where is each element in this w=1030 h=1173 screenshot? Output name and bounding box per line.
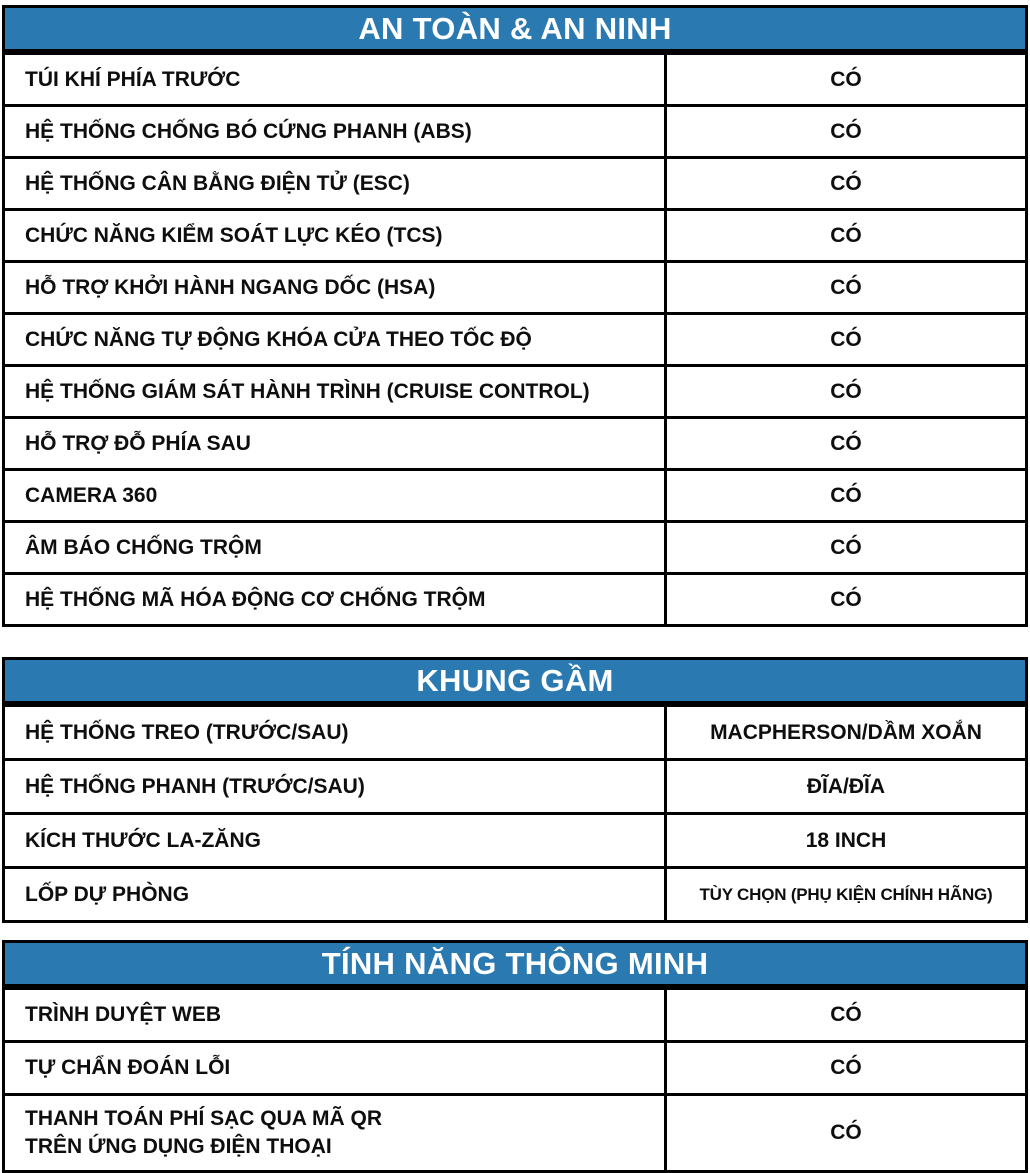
- feature-value: 18 INCH: [805, 828, 887, 852]
- feature-label: HỖ TRỢ ĐỖ PHÍA SAU: [5, 419, 667, 468]
- section-title-smart-features: TÍNH NĂNG THÔNG MINH: [2, 940, 1028, 987]
- table-row: HỖ TRỢ ĐỖ PHÍA SAU CÓ: [5, 416, 1025, 468]
- table-row: HỆ THỐNG CÂN BẰNG ĐIỆN TỬ (ESC) CÓ: [5, 156, 1025, 208]
- feature-label: HỆ THỐNG GIÁM SÁT HÀNH TRÌNH (CRUISE CON…: [5, 367, 667, 416]
- feature-value: CÓ: [830, 535, 862, 559]
- section-safety-security: AN TOÀN & AN NINH TÚI KHÍ PHÍA TRƯỚC CÓ …: [2, 5, 1028, 627]
- feature-value: CÓ: [830, 379, 862, 403]
- feature-label: TÚI KHÍ PHÍA TRƯỚC: [5, 55, 667, 104]
- feature-label: CAMERA 360: [5, 471, 667, 520]
- table-row: HỆ THỐNG GIÁM SÁT HÀNH TRÌNH (CRUISE CON…: [5, 364, 1025, 416]
- table-row: ÂM BÁO CHỐNG TRỘM CÓ: [5, 520, 1025, 572]
- table-row: TRÌNH DUYỆT WEB CÓ: [5, 990, 1025, 1040]
- table-row: CHỨC NĂNG KIỂM SOÁT LỰC KÉO (TCS) CÓ: [5, 208, 1025, 260]
- feature-label: HỖ TRỢ KHỞI HÀNH NGANG DỐC (HSA): [5, 263, 667, 312]
- feature-value: CÓ: [830, 327, 862, 351]
- feature-value: CÓ: [830, 1056, 862, 1079]
- table-row: HỖ TRỢ KHỞI HÀNH NGANG DỐC (HSA) CÓ: [5, 260, 1025, 312]
- feature-value: CÓ: [830, 119, 862, 143]
- section-chassis: KHUNG GẦM HỆ THỐNG TREO (TRƯỚC/SAU) MACP…: [2, 657, 1028, 923]
- feature-label: THANH TOÁN PHÍ SẠC QUA MÃ QR TRÊN ỨNG DỤ…: [5, 1096, 667, 1170]
- section-smart-features: TÍNH NĂNG THÔNG MINH TRÌNH DUYỆT WEB CÓ …: [2, 940, 1028, 1173]
- feature-label: LỐP DỰ PHÒNG: [5, 869, 667, 920]
- table-row: HỆ THỐNG PHANH (TRƯỚC/SAU) ĐĨA/ĐĨA: [5, 758, 1025, 812]
- feature-label: HỆ THỐNG TREO (TRƯỚC/SAU): [5, 707, 667, 758]
- feature-label: HỆ THỐNG PHANH (TRƯỚC/SAU): [5, 761, 667, 812]
- feature-value: CÓ: [830, 223, 862, 247]
- feature-value: CÓ: [830, 1121, 862, 1144]
- section-body-safety-security: TÚI KHÍ PHÍA TRƯỚC CÓ HỆ THỐNG CHỐNG BÓ …: [2, 52, 1028, 627]
- section-title-safety-security: AN TOÀN & AN NINH: [2, 5, 1028, 52]
- feature-label: HỆ THỐNG MÃ HÓA ĐỘNG CƠ CHỐNG TRỘM: [5, 575, 667, 624]
- table-row: TỰ CHẨN ĐOÁN LỖI CÓ: [5, 1040, 1025, 1093]
- table-row: THANH TOÁN PHÍ SẠC QUA MÃ QR TRÊN ỨNG DỤ…: [5, 1093, 1025, 1170]
- feature-label: TỰ CHẨN ĐOÁN LỖI: [5, 1043, 667, 1093]
- section-title-chassis: KHUNG GẦM: [2, 657, 1028, 704]
- table-row: HỆ THỐNG CHỐNG BÓ CỨNG PHANH (ABS) CÓ: [5, 104, 1025, 156]
- section-body-chassis: HỆ THỐNG TREO (TRƯỚC/SAU) MACPHERSON/DẦM…: [2, 704, 1028, 923]
- feature-label: ÂM BÁO CHỐNG TRỘM: [5, 523, 667, 572]
- feature-value: CÓ: [830, 171, 862, 195]
- feature-value: TÙY CHỌN (PHỤ KIỆN CHÍNH HÃNG): [699, 884, 993, 904]
- feature-value: CÓ: [830, 431, 862, 455]
- table-row: LỐP DỰ PHÒNG TÙY CHỌN (PHỤ KIỆN CHÍNH HÃ…: [5, 866, 1025, 920]
- feature-label: HỆ THỐNG CHỐNG BÓ CỨNG PHANH (ABS): [5, 107, 667, 156]
- feature-value: CÓ: [830, 275, 862, 299]
- table-row: TÚI KHÍ PHÍA TRƯỚC CÓ: [5, 55, 1025, 104]
- feature-label: HỆ THỐNG CÂN BẰNG ĐIỆN TỬ (ESC): [5, 159, 667, 208]
- feature-value: CÓ: [830, 67, 862, 91]
- table-row: HỆ THỐNG MÃ HÓA ĐỘNG CƠ CHỐNG TRỘM CÓ: [5, 572, 1025, 624]
- feature-label: CHỨC NĂNG TỰ ĐỘNG KHÓA CỬA THEO TỐC ĐỘ: [5, 315, 667, 364]
- table-row: CHỨC NĂNG TỰ ĐỘNG KHÓA CỬA THEO TỐC ĐỘ C…: [5, 312, 1025, 364]
- feature-label: CHỨC NĂNG KIỂM SOÁT LỰC KÉO (TCS): [5, 211, 667, 260]
- table-row: KÍCH THƯỚC LA-ZĂNG 18 INCH: [5, 812, 1025, 866]
- feature-value: MACPHERSON/DẦM XOẮN: [710, 720, 982, 744]
- feature-label: KÍCH THƯỚC LA-ZĂNG: [5, 815, 667, 866]
- section-body-smart-features: TRÌNH DUYỆT WEB CÓ TỰ CHẨN ĐOÁN LỖI CÓ T…: [2, 987, 1028, 1173]
- feature-value: ĐĨA/ĐĨA: [806, 774, 886, 798]
- feature-label: TRÌNH DUYỆT WEB: [5, 990, 667, 1040]
- table-row: CAMERA 360 CÓ: [5, 468, 1025, 520]
- feature-value: CÓ: [830, 483, 862, 507]
- feature-value: CÓ: [830, 1003, 862, 1026]
- table-row: HỆ THỐNG TREO (TRƯỚC/SAU) MACPHERSON/DẦM…: [5, 707, 1025, 758]
- feature-value: CÓ: [830, 587, 862, 611]
